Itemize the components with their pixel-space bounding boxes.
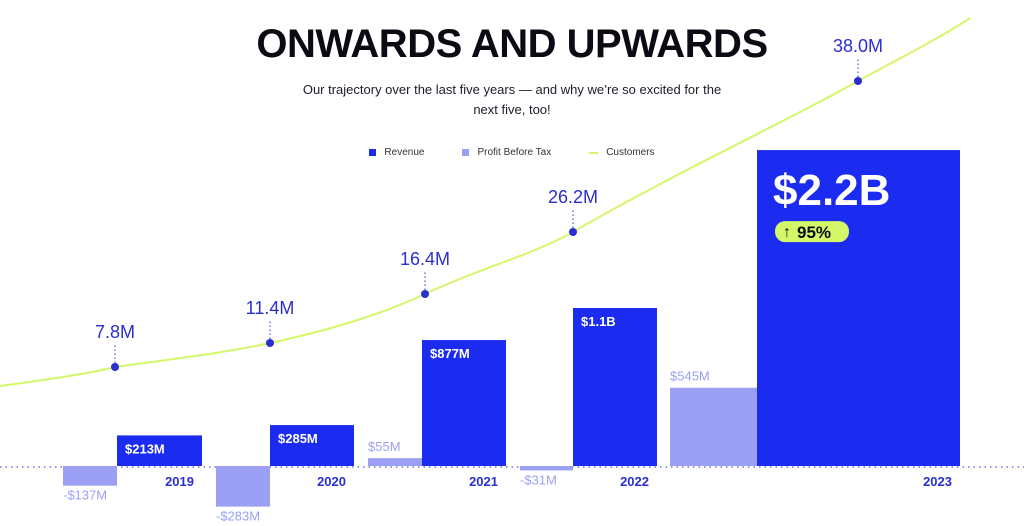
customer-point-2022 — [569, 228, 577, 236]
revenue-bar-2023 — [757, 150, 960, 466]
customer-label-2021: 16.4M — [400, 249, 450, 269]
legend-item-customers: Customers — [589, 147, 655, 158]
revenue-label-2022: $1.1B — [581, 314, 616, 329]
profit-label-2023: $545M — [670, 369, 710, 384]
profit-label-2019: -$137M — [63, 488, 107, 503]
legend-item-revenue: Revenue — [369, 147, 424, 158]
profit-bar-2019 — [63, 466, 117, 486]
revenue-bar-2022 — [573, 308, 657, 466]
revenue-bar-2020 — [270, 425, 354, 466]
arrow-up-icon: ↑ — [783, 224, 791, 241]
legend-label: Customers — [606, 147, 655, 158]
page-subtitle: Our trajectory over the last five years … — [302, 82, 722, 117]
revenue-label-2020: $285M — [278, 431, 318, 446]
customer-point-2019 — [111, 363, 119, 371]
profit-label-2020: -$283M — [216, 509, 260, 524]
year-label-2020: 2020 — [317, 474, 346, 489]
profit-label-2021: $55M — [368, 439, 401, 454]
profit-bar-2021 — [368, 458, 422, 466]
growth-badge — [775, 221, 849, 243]
revenue-label-2019: $213M — [125, 441, 165, 456]
year-label-2021: 2021 — [469, 474, 498, 489]
customer-point-2023 — [854, 77, 862, 85]
year-label-2023: 2023 — [923, 474, 952, 489]
legend-swatch — [462, 149, 470, 156]
revenue-bar-2021 — [422, 340, 506, 466]
legend-swatch — [369, 149, 377, 156]
customers-line — [0, 17, 971, 387]
legend-item-profit: Profit Before Tax — [462, 147, 551, 158]
profit-bar-2022 — [520, 466, 573, 471]
revenue-label-2021: $877M — [430, 346, 470, 361]
year-label-2022: 2022 — [620, 474, 649, 489]
legend: Revenue Profit Before Tax Customers — [0, 147, 1024, 158]
customer-label-2023: 38.0M — [833, 36, 883, 56]
legend-label: Revenue — [384, 147, 425, 158]
revenue-label-2023: $2.2B — [773, 166, 890, 215]
legend-label: Profit Before Tax — [477, 147, 552, 158]
profit-bar-2023 — [670, 387, 757, 466]
profit-bar-2020 — [216, 466, 270, 507]
customer-label-2022: 26.2M — [548, 187, 598, 207]
customer-point-2020 — [266, 339, 274, 347]
customer-label-2020: 11.4M — [246, 298, 295, 318]
page-title: ONWARDS AND UPWARDS — [256, 22, 768, 66]
customer-point-2021 — [421, 290, 429, 298]
revenue-bar-2019 — [117, 435, 202, 466]
profit-label-2022: -$31M — [520, 472, 557, 487]
legend-swatch — [589, 151, 599, 154]
growth-badge-label: 95% — [797, 223, 831, 242]
customer-label-2019: 7.8M — [95, 322, 135, 342]
year-label-2019: 2019 — [165, 474, 194, 489]
